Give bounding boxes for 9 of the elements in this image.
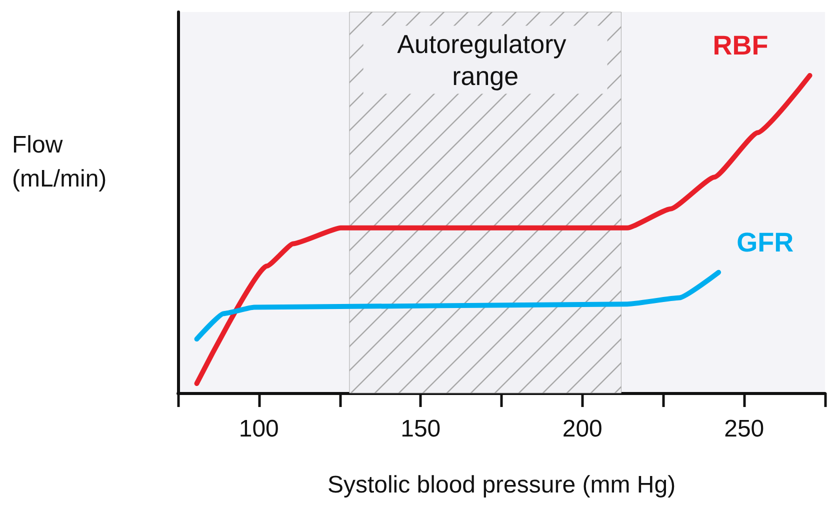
y-axis-title: Flow (mL/min) (12, 132, 107, 192)
series-label: GFR (736, 227, 794, 258)
x-tick-label: 100 (238, 416, 279, 442)
band-label: Autoregulatory range (397, 28, 574, 91)
series-label: RBF (712, 30, 768, 60)
x-axis-title: Systolic blood pressure (mm Hg) (327, 472, 676, 498)
x-tick-label: 250 (724, 416, 764, 442)
x-tick-label: 200 (562, 416, 602, 442)
x-tick-label: 150 (400, 416, 441, 442)
